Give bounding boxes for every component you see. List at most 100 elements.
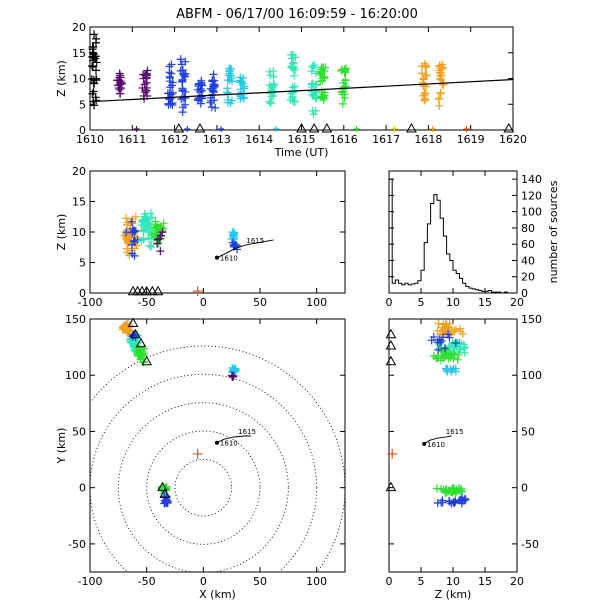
source-mark <box>419 82 428 91</box>
track-end-label: 1615 <box>246 237 264 245</box>
source-mark <box>239 73 248 82</box>
source-mark <box>434 319 443 328</box>
source-mark <box>309 110 318 119</box>
y-tick-label: 20 <box>521 271 535 284</box>
source-mark <box>456 324 465 333</box>
source-mark <box>287 54 296 63</box>
source-mark <box>137 347 146 356</box>
source-mark <box>451 489 460 498</box>
y-tick-label: 0 <box>79 124 86 137</box>
station-triangle <box>141 285 153 296</box>
source-mark <box>121 321 130 330</box>
source-mark <box>460 348 469 357</box>
source-mark <box>441 486 450 495</box>
station-triangle <box>157 481 168 492</box>
histogram-bars <box>388 178 517 294</box>
source-mark <box>141 216 150 225</box>
x-tick-label: 5 <box>418 575 425 588</box>
source-mark <box>421 89 430 98</box>
source-mark <box>88 89 97 98</box>
ground-mark <box>133 125 140 132</box>
source-mark <box>236 94 245 103</box>
origin-marker <box>192 448 203 459</box>
source-mark <box>269 79 278 88</box>
station-triangle <box>194 122 206 133</box>
x-tick-label: 1618 <box>414 133 442 146</box>
x-tick-label: 0 <box>200 575 207 588</box>
station-triangle <box>321 122 333 133</box>
x-tick-label: 100 <box>306 296 327 309</box>
source-mark <box>435 101 444 110</box>
y-tick-label: 0 <box>79 287 86 300</box>
source-mark <box>177 60 186 69</box>
source-mark <box>436 68 445 77</box>
x-tick-label: 1611 <box>118 133 146 146</box>
x-tick-label: 1617 <box>372 133 400 146</box>
station-triangle <box>141 355 153 366</box>
source-mark <box>145 241 154 250</box>
range-ring <box>90 373 318 572</box>
x-tick-label: -50 <box>138 575 156 588</box>
source-mark <box>435 74 444 83</box>
source-mark <box>153 239 162 248</box>
source-mark <box>132 241 141 250</box>
source-mark <box>288 93 297 102</box>
source-mark <box>210 81 219 90</box>
x-tick-label: 5 <box>418 296 425 309</box>
y-tick-label: 10 <box>72 73 86 86</box>
source-mark <box>167 60 176 69</box>
ground-mark <box>273 125 280 132</box>
y-tick-label: 20 <box>72 21 86 34</box>
x-tick-label: -100 <box>78 575 103 588</box>
x-tick-label: -50 <box>138 296 156 309</box>
y-tick-label: 50 <box>72 425 86 438</box>
source-mark <box>156 247 165 256</box>
station-triangle <box>135 337 147 348</box>
source-mark <box>317 92 326 101</box>
source-mark <box>267 87 276 96</box>
source-mark <box>439 485 448 494</box>
station-triangle <box>152 285 164 296</box>
source-mark <box>341 76 350 85</box>
source-mark <box>340 65 349 74</box>
ground-mark <box>218 125 225 132</box>
x-tick-label: 0 <box>386 296 393 309</box>
source-mark <box>209 80 218 89</box>
source-mark <box>457 484 466 493</box>
source-mark <box>211 103 220 112</box>
source-mark <box>461 495 470 504</box>
source-mark <box>152 223 161 232</box>
source-mark <box>429 332 438 341</box>
y-tick-label: -50 <box>521 538 539 551</box>
source-mark <box>434 345 443 354</box>
source-mark <box>122 214 131 223</box>
source-mark <box>178 87 187 96</box>
y-tick-label: 15 <box>72 47 86 60</box>
plan-view-panel: -100 -50 0 50 100 -50 0 50 100 150 X (km) Y (km) 161… <box>55 313 346 600</box>
origin-marker <box>387 448 398 459</box>
ground-mark <box>353 125 360 132</box>
ground-mark <box>429 125 436 132</box>
time-height-panel: 1610 1611 1612 1613 1614 1615 1616 1617 1618 1619… <box>55 21 527 159</box>
y-tick-label: 0 <box>79 482 86 495</box>
y-tick-label: 60 <box>521 238 535 251</box>
source-mark <box>87 75 96 84</box>
source-mark <box>316 69 325 78</box>
station-triangle <box>385 339 397 350</box>
source-mark <box>227 371 236 380</box>
source-mark <box>164 99 173 108</box>
station-triangle <box>308 122 320 133</box>
source-mark <box>176 55 185 64</box>
x-tick-label: 20 <box>510 296 524 309</box>
station-triangle <box>159 488 171 498</box>
source-mark <box>139 74 148 83</box>
source-mark <box>208 86 217 95</box>
ground-mark <box>184 125 191 132</box>
source-mark <box>439 80 448 89</box>
x-tick-label: 1616 <box>330 133 358 146</box>
source-mark <box>237 77 246 86</box>
source-mark <box>178 108 187 117</box>
trend-line <box>89 78 514 103</box>
x-tick-label: 1615 <box>288 133 316 146</box>
source-mark <box>181 100 190 109</box>
